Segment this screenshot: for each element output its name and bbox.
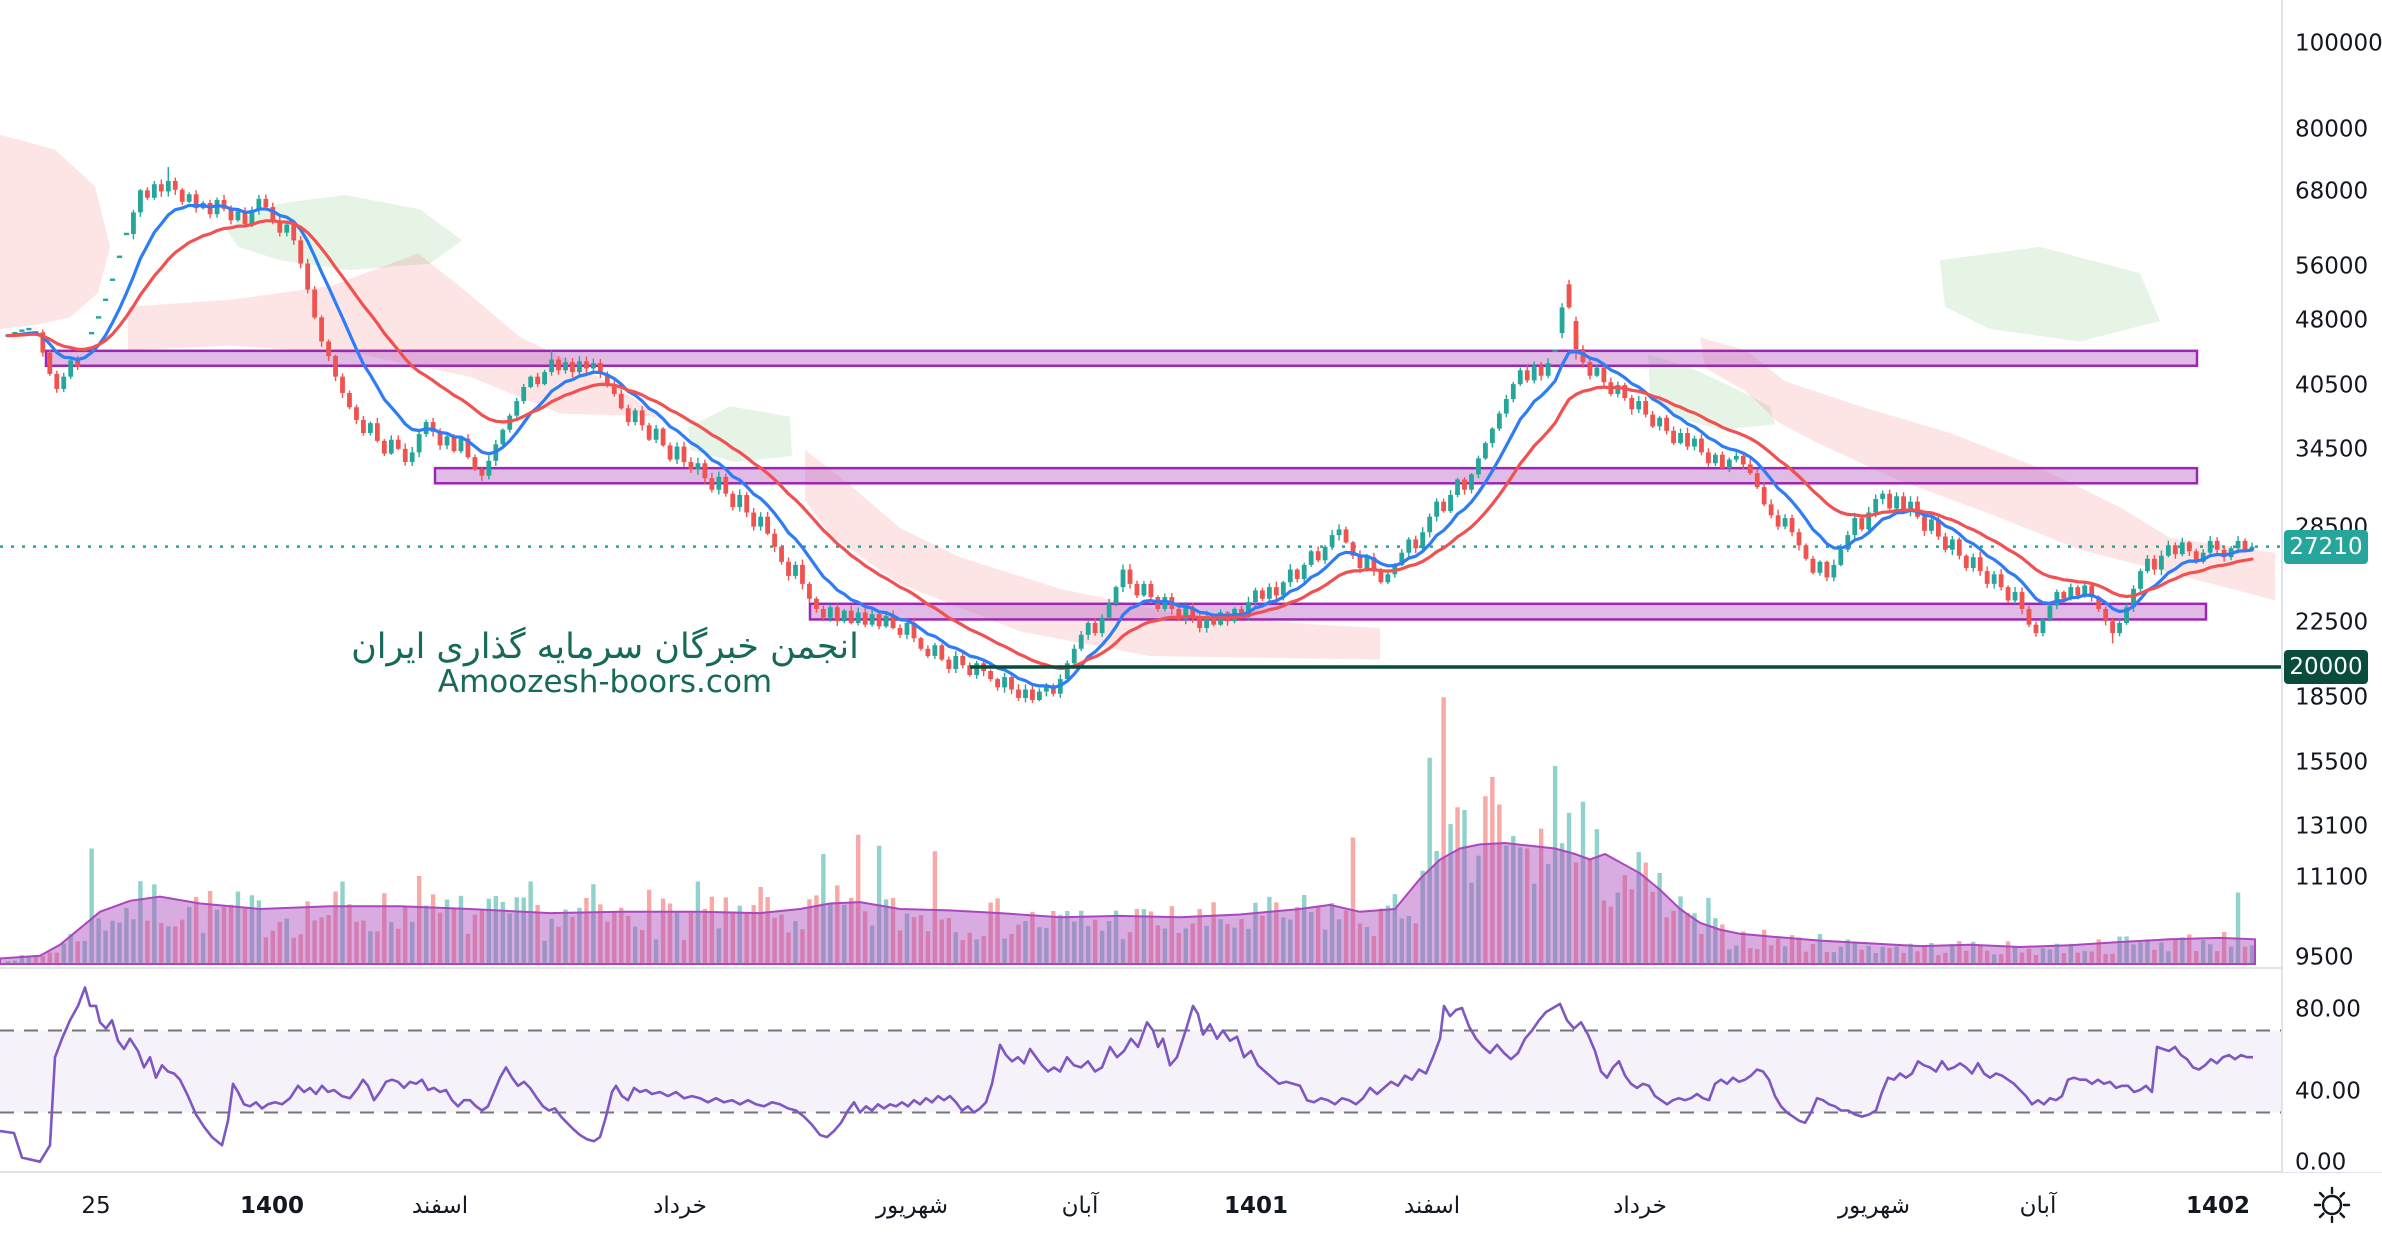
time-tick-label: اسفند xyxy=(1403,1193,1461,1219)
axis-tick-label: 9500 xyxy=(2295,944,2354,971)
axis-tick-label: 68000 xyxy=(2295,178,2369,205)
time-tick-label: شهریور xyxy=(876,1193,948,1219)
axis-tick-label: 40.00 xyxy=(2295,1078,2361,1105)
axis-tick-label: 13100 xyxy=(2295,813,2369,840)
current-price-value: 27210 xyxy=(2289,533,2363,560)
axis-tick-label: 40500 xyxy=(2295,372,2369,399)
time-axis[interactable]: 25 1400 اسفند خرداد شهریور آبان 1401 اسفند خرداد… xyxy=(0,1173,2382,1237)
time-tick-label: 1401 xyxy=(1223,1193,1289,1219)
time-tick-label: 1402 xyxy=(2185,1193,2251,1219)
sun-icon[interactable] xyxy=(2308,1182,2356,1228)
time-tick-label: 25 xyxy=(81,1193,111,1219)
axis-tick-label: 18500 xyxy=(2295,684,2369,711)
time-tick-label: شهریور xyxy=(1838,1193,1910,1219)
axis-tick-label: 80000 xyxy=(2295,116,2369,143)
axis-tick-label: 48000 xyxy=(2295,307,2369,334)
axis-tick-label: 100000 xyxy=(2295,30,2382,57)
axis-tick-label: 15500 xyxy=(2295,749,2369,776)
axis-tick-label: 0.00 xyxy=(2295,1149,2347,1176)
current-price-badge: 27210 xyxy=(2284,529,2368,564)
time-tick-label: خرداد xyxy=(653,1193,707,1219)
axis-tick-label: 56000 xyxy=(2295,253,2369,280)
price-axis[interactable]: 100000 80000 68000 56000 48000 40500 34500 2850… xyxy=(2283,0,2382,1176)
level-price-badge: 20000 xyxy=(2284,650,2368,684)
axis-tick-label: 22500 xyxy=(2295,609,2369,636)
time-tick-label: آبان xyxy=(1061,1193,1099,1219)
time-tick-label: خرداد xyxy=(1613,1193,1667,1219)
axis-tick-label: 11100 xyxy=(2295,864,2369,891)
time-tick-label: آبان xyxy=(2019,1193,2057,1219)
axis-tick-label: 34500 xyxy=(2295,436,2369,463)
axis-tick-label: 80.00 xyxy=(2295,996,2361,1023)
level-price-value: 20000 xyxy=(2289,654,2363,680)
time-tick-label: اسفند xyxy=(411,1193,469,1219)
time-tick-label: 1400 xyxy=(239,1193,305,1219)
